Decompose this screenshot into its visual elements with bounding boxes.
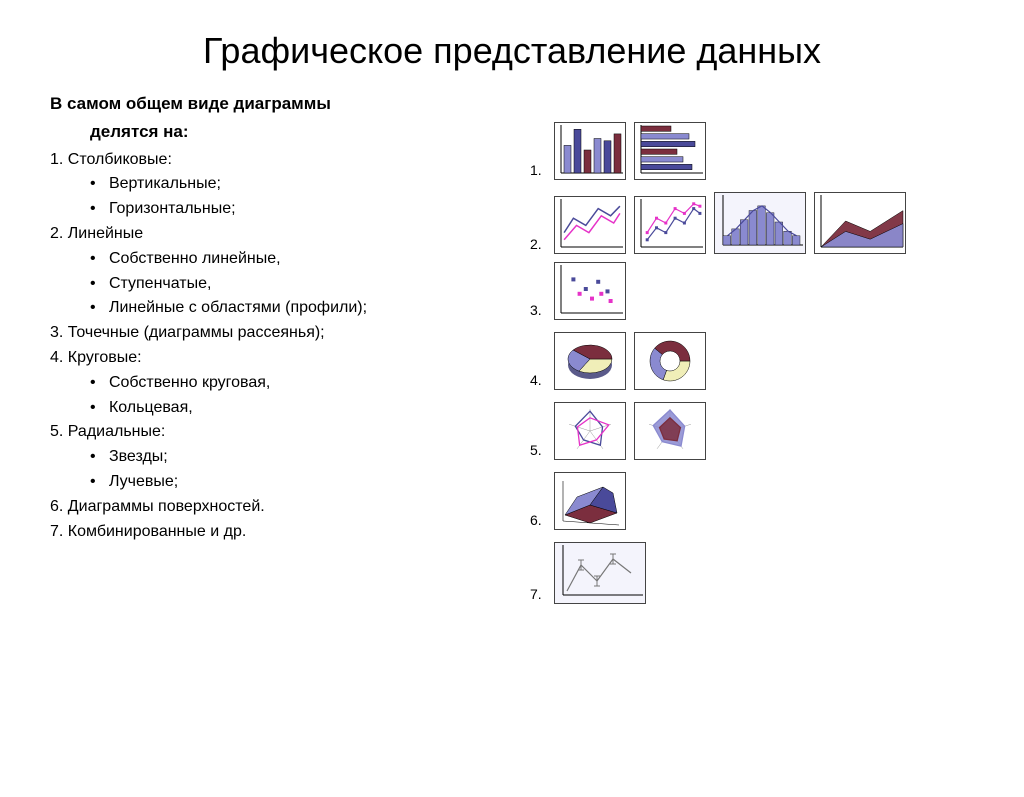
item-2: 2. Линейные	[50, 222, 530, 247]
thumb-radar-filled	[634, 402, 706, 460]
thumb-vbar	[554, 122, 626, 180]
row-3-label: 3.	[530, 302, 542, 318]
thumb-line	[554, 196, 626, 254]
item-2a: • Собственно линейные,	[50, 247, 530, 272]
thumb-pie	[554, 332, 626, 390]
item-5b: • Лучевые;	[50, 470, 530, 495]
content-area: В самом общем виде диаграммы делятся на:…	[0, 92, 1024, 544]
thumb-row-1: 1.	[530, 122, 706, 180]
thumb-donut	[634, 332, 706, 390]
thumb-hbar	[634, 122, 706, 180]
thumb-row-7: 7.	[530, 542, 646, 604]
classification-list: 1. Столбиковые: • Вертикальные; • Горизо…	[50, 148, 530, 545]
thumb-histo	[714, 192, 806, 254]
item-6: 6. Диаграммы поверхностей.	[50, 495, 530, 520]
item-5a: • Звезды;	[50, 445, 530, 470]
item-3: 3. Точечные (диаграммы рассеянья);	[50, 321, 530, 346]
thumb-row-4: 4.	[530, 332, 706, 390]
thumb-row-3: 3.	[530, 262, 626, 320]
row-1-label: 1.	[530, 162, 542, 178]
item-1a: • Вертикальные;	[50, 172, 530, 197]
thumbnails-column: 1. 2. 3. 4. 5. 6.	[530, 92, 974, 544]
item-2c: • Линейные с областями (профили);	[50, 296, 530, 321]
thumb-row-6: 6.	[530, 472, 626, 530]
row-4-label: 4.	[530, 372, 542, 388]
list-header-2: делятся на:	[50, 120, 530, 144]
page-title: Графическое представление данных	[0, 30, 1024, 72]
item-1: 1. Столбиковые:	[50, 148, 530, 173]
thumb-area	[814, 192, 906, 254]
thumb-combo	[554, 542, 646, 604]
row-6-label: 6.	[530, 512, 542, 528]
item-4: 4. Круговые:	[50, 346, 530, 371]
thumb-linemarkers	[634, 196, 706, 254]
thumb-row-5: 5.	[530, 402, 706, 460]
row-2-label: 2.	[530, 236, 542, 252]
item-4b: • Кольцевая,	[50, 396, 530, 421]
row-5-label: 5.	[530, 442, 542, 458]
item-5: 5. Радиальные:	[50, 420, 530, 445]
item-2b: • Ступенчатые,	[50, 272, 530, 297]
list-header-1: В самом общем виде диаграммы	[50, 92, 530, 116]
thumb-row-2: 2.	[530, 192, 906, 254]
thumb-scatter	[554, 262, 626, 320]
text-column: В самом общем виде диаграммы делятся на:…	[50, 92, 530, 544]
thumb-surface	[554, 472, 626, 530]
row-7-label: 7.	[530, 586, 542, 602]
thumb-radar	[554, 402, 626, 460]
item-4a: • Собственно круговая,	[50, 371, 530, 396]
item-1b: • Горизонтальные;	[50, 197, 530, 222]
item-7: 7. Комбинированные и др.	[50, 520, 530, 545]
